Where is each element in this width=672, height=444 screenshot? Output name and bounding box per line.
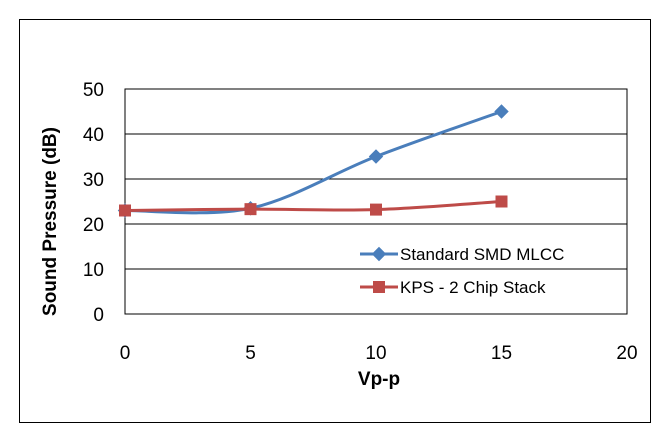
y-axis-title: Sound Pressure (dB) — [40, 127, 61, 316]
y-tick-label: 20 — [83, 215, 104, 236]
legend-label: KPS - 2 Chip Stack — [400, 278, 546, 297]
legend-marker — [371, 246, 387, 262]
series-layer — [117, 104, 509, 218]
legend: Standard SMD MLCC KPS - 2 Chip Stack — [360, 245, 564, 297]
data-point — [244, 203, 257, 216]
chart-frame — [19, 19, 651, 423]
series-2 — [119, 195, 508, 217]
legend-item: KPS - 2 Chip Stack — [360, 278, 546, 297]
y-tick-labels: 0 10 20 30 40 50 — [83, 80, 104, 326]
series-line — [124, 200, 502, 212]
y-tick-label: 40 — [83, 125, 104, 146]
data-point — [119, 204, 131, 217]
x-axis-title: Vp-p — [358, 369, 400, 390]
gridlines — [125, 88, 627, 315]
series-line — [124, 110, 503, 215]
y-tick-label: 10 — [83, 260, 104, 281]
data-point — [495, 195, 508, 208]
data-point — [370, 203, 382, 216]
legend-label: Standard SMD MLCC — [400, 245, 564, 264]
plot-area — [124, 88, 628, 315]
legend-marker — [373, 281, 385, 293]
x-tick-label: 20 — [616, 343, 637, 364]
data-point — [368, 149, 384, 164]
y-tick-label: 50 — [83, 80, 104, 101]
x-tick-label: 15 — [491, 343, 512, 364]
y-tick-label: 0 — [93, 305, 104, 326]
x-tick-label: 10 — [365, 343, 386, 364]
legend-item: Standard SMD MLCC — [360, 245, 564, 264]
x-tick-label: 0 — [120, 343, 131, 364]
y-tick-label: 30 — [83, 170, 104, 191]
series-1 — [117, 104, 509, 218]
data-point — [494, 104, 509, 119]
x-tick-labels: 0 5 10 15 20 — [120, 343, 638, 364]
x-tick-label: 5 — [245, 343, 256, 364]
